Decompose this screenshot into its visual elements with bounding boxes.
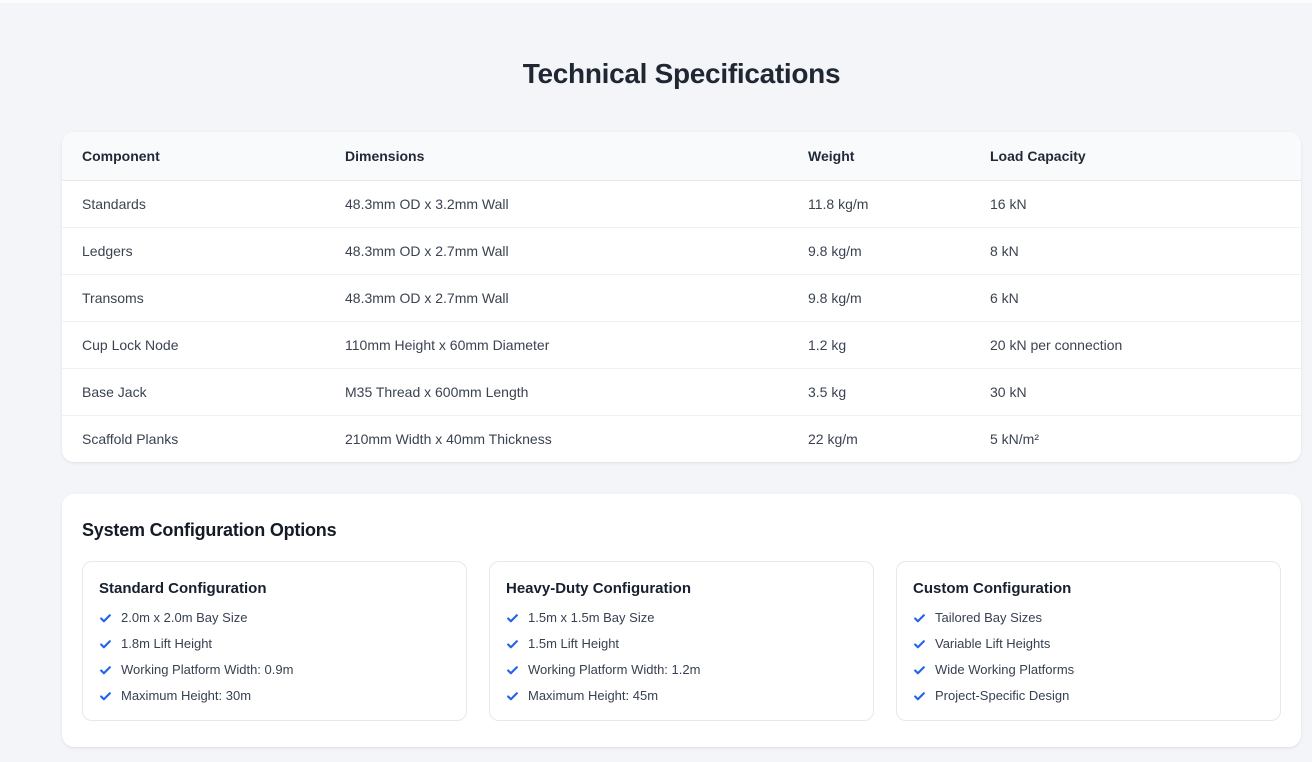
feature-item: 1.5m x 1.5m Bay Size — [506, 610, 857, 626]
cell-weight: 22 kg/m — [788, 415, 970, 462]
cell-component: Standards — [62, 180, 325, 228]
feature-item: 1.5m Lift Height — [506, 636, 857, 652]
page-title: Technical Specifications — [522, 58, 841, 89]
cell-weight: 9.8 kg/m — [788, 227, 970, 275]
column-header-dimensions: Dimensions — [325, 132, 788, 181]
check-icon — [99, 664, 112, 677]
page-content: Technical Specifications Component Dimen… — [62, 0, 1301, 747]
cell-component: Transoms — [62, 274, 325, 322]
feature-item: Working Platform Width: 0.9m — [99, 662, 450, 678]
check-icon — [99, 638, 112, 651]
feature-item: Tailored Bay Sizes — [913, 610, 1264, 626]
table-row: Base Jack M35 Thread x 600mm Length 3.5 … — [62, 368, 1301, 416]
feature-label: Project-Specific Design — [935, 688, 1070, 703]
feature-item: Maximum Height: 45m — [506, 688, 857, 704]
cell-component: Cup Lock Node — [62, 321, 325, 369]
check-icon — [99, 612, 112, 625]
feature-list: 2.0m x 2.0m Bay Size 1.8m Lift Height Wo… — [99, 610, 450, 704]
check-icon — [506, 612, 519, 625]
feature-item: 2.0m x 2.0m Bay Size — [99, 610, 450, 626]
check-icon — [913, 664, 926, 677]
check-icon — [99, 690, 112, 703]
cell-dimensions: 48.3mm OD x 3.2mm Wall — [325, 180, 788, 228]
table-row: Transoms 48.3mm OD x 2.7mm Wall 9.8 kg/m… — [62, 274, 1301, 322]
feature-list: 1.5m x 1.5m Bay Size 1.5m Lift Height Wo… — [506, 610, 857, 704]
cell-weight: 9.8 kg/m — [788, 274, 970, 322]
check-icon — [506, 664, 519, 677]
config-card: Custom Configuration Tailored Bay Sizes … — [896, 561, 1281, 721]
check-icon — [913, 638, 926, 651]
cell-dimensions: 110mm Height x 60mm Diameter — [325, 321, 788, 369]
feature-label: 1.5m x 1.5m Bay Size — [528, 610, 655, 625]
cell-load-capacity: 20 kN per connection — [970, 321, 1301, 369]
check-icon — [506, 690, 519, 703]
cell-component: Ledgers — [62, 227, 325, 275]
cell-dimensions: 48.3mm OD x 2.7mm Wall — [325, 274, 788, 322]
cell-component: Base Jack — [62, 368, 325, 416]
feature-list: Tailored Bay Sizes Variable Lift Heights… — [913, 610, 1264, 704]
table-row: Scaffold Planks 210mm Width x 40mm Thick… — [62, 415, 1301, 462]
feature-item: Working Platform Width: 1.2m — [506, 662, 857, 678]
table-row: Ledgers 48.3mm OD x 2.7mm Wall 9.8 kg/m … — [62, 227, 1301, 275]
check-icon — [913, 690, 926, 703]
feature-label: Maximum Height: 45m — [528, 688, 659, 703]
cell-dimensions: 210mm Width x 40mm Thickness — [325, 415, 788, 462]
check-icon — [506, 638, 519, 651]
table-row: Standards 48.3mm OD x 3.2mm Wall 11.8 kg… — [62, 180, 1301, 228]
feature-label: Variable Lift Heights — [935, 636, 1051, 651]
config-card: Heavy-Duty Configuration 1.5m x 1.5m Bay… — [489, 561, 874, 721]
feature-label: 1.5m Lift Height — [528, 636, 620, 651]
feature-label: Working Platform Width: 0.9m — [121, 662, 294, 677]
cell-load-capacity: 6 kN — [970, 274, 1301, 322]
cell-dimensions: M35 Thread x 600mm Length — [325, 368, 788, 416]
feature-item: 1.8m Lift Height — [99, 636, 450, 652]
check-icon — [913, 612, 926, 625]
table-header-row: Component Dimensions Weight Load Capacit… — [62, 132, 1301, 181]
cell-load-capacity: 16 kN — [970, 180, 1301, 228]
feature-label: Wide Working Platforms — [935, 662, 1075, 677]
column-header-weight: Weight — [788, 132, 970, 181]
feature-item: Wide Working Platforms — [913, 662, 1264, 678]
feature-item: Maximum Height: 30m — [99, 688, 450, 704]
column-header-component: Component — [62, 132, 325, 181]
cell-weight: 11.8 kg/m — [788, 180, 970, 228]
cell-dimensions: 48.3mm OD x 2.7mm Wall — [325, 227, 788, 275]
config-card-title: Heavy-Duty Configuration — [506, 580, 692, 597]
cell-load-capacity: 5 kN/m² — [970, 415, 1301, 462]
config-card-title: Custom Configuration — [913, 580, 1072, 597]
feature-label: Maximum Height: 30m — [121, 688, 252, 703]
table-row: Cup Lock Node 110mm Height x 60mm Diamet… — [62, 321, 1301, 369]
column-header-load-capacity: Load Capacity — [970, 132, 1301, 181]
top-edge-highlight — [0, 0, 1312, 3]
feature-item: Variable Lift Heights — [913, 636, 1264, 652]
feature-label: 2.0m x 2.0m Bay Size — [121, 610, 248, 625]
feature-label: Working Platform Width: 1.2m — [528, 662, 701, 677]
config-section-heading: System Configuration Options — [82, 520, 337, 540]
config-card-title: Standard Configuration — [99, 580, 267, 597]
spec-table: Component Dimensions Weight Load Capacit… — [62, 132, 1301, 462]
cell-weight: 1.2 kg — [788, 321, 970, 369]
config-cards-row: Standard Configuration 2.0m x 2.0m Bay S… — [82, 561, 1281, 721]
spec-table-card: Component Dimensions Weight Load Capacit… — [62, 132, 1301, 462]
cell-load-capacity: 8 kN — [970, 227, 1301, 275]
config-card: Standard Configuration 2.0m x 2.0m Bay S… — [82, 561, 467, 721]
feature-item: Project-Specific Design — [913, 688, 1264, 704]
cell-component: Scaffold Planks — [62, 415, 325, 462]
cell-weight: 3.5 kg — [788, 368, 970, 416]
spec-table-body: Standards 48.3mm OD x 3.2mm Wall 11.8 kg… — [62, 180, 1301, 462]
feature-label: Tailored Bay Sizes — [935, 610, 1042, 625]
cell-load-capacity: 30 kN — [970, 368, 1301, 416]
feature-label: 1.8m Lift Height — [121, 636, 213, 651]
config-section: System Configuration Options Standard Co… — [62, 494, 1301, 747]
